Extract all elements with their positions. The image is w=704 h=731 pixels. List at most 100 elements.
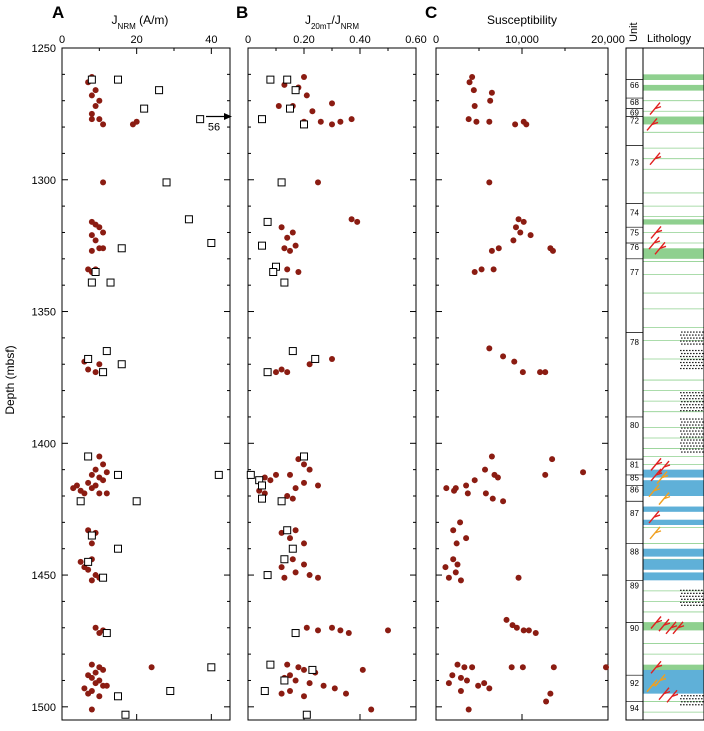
data-point-dot — [315, 179, 321, 186]
breccia-speckle — [680, 589, 682, 591]
data-point-dot — [301, 73, 307, 80]
breccia-speckle — [681, 343, 683, 345]
x-tick-label: 0 — [245, 34, 251, 46]
breccia-speckle — [701, 424, 703, 426]
panel-a-marks — [70, 73, 223, 719]
unit-label: 85 — [630, 474, 639, 483]
breccia-speckle — [687, 592, 689, 594]
data-point-dot — [278, 529, 285, 536]
breccia-speckle — [699, 337, 701, 339]
breccia-speckle — [698, 410, 700, 412]
data-point-dot — [100, 477, 107, 484]
data-point-square — [300, 452, 308, 461]
breccia-speckle — [690, 401, 692, 403]
data-point-dot — [329, 624, 335, 631]
data-point-square — [277, 178, 286, 187]
breccia-speckle — [684, 352, 686, 355]
breccia-speckle — [693, 352, 695, 355]
data-point-square — [283, 526, 292, 535]
breccia-speckle — [687, 439, 689, 441]
breccia-speckle — [692, 704, 694, 706]
breccia-speckle — [695, 436, 697, 438]
breccia-speckle — [699, 433, 701, 435]
data-point-dot — [453, 540, 460, 547]
breccia-speckle — [684, 439, 686, 441]
data-point-dot — [488, 89, 495, 96]
breccia-speckle — [702, 331, 704, 333]
breccia-speckle — [699, 439, 701, 441]
data-point-square — [207, 239, 216, 248]
data-point-dot — [315, 574, 321, 581]
unit-label: 74 — [630, 209, 639, 218]
data-point-square — [121, 710, 130, 719]
data-point-dot — [473, 118, 480, 125]
data-point-dot — [88, 471, 95, 478]
breccia-speckle — [702, 604, 704, 606]
data-point-dot — [445, 680, 452, 687]
data-point-dot — [103, 469, 110, 476]
data-point-dot — [287, 471, 293, 478]
breccia-speckle — [689, 392, 691, 394]
panel-b-marks — [246, 73, 391, 719]
breccia-speckle — [699, 407, 701, 409]
lithology-blue-band — [643, 519, 704, 525]
breccia-speckle — [686, 442, 688, 444]
breccia-speckle — [680, 349, 682, 352]
breccia-speckle — [695, 589, 697, 591]
data-point-dot — [486, 118, 493, 125]
depth-axis-title: Depth (mbsf) — [3, 345, 17, 414]
data-point-dot — [500, 498, 507, 505]
data-point-square — [263, 217, 272, 226]
breccia-speckle — [680, 418, 682, 420]
breccia-speckle — [683, 698, 685, 700]
data-point-square — [280, 555, 289, 564]
data-point-dot — [454, 561, 461, 568]
breccia-speckle — [699, 343, 701, 345]
vein-mark — [649, 526, 662, 540]
data-point-dot — [303, 624, 310, 631]
breccia-speckle — [680, 355, 682, 358]
data-point-dot — [515, 574, 522, 581]
breccia-speckle — [693, 331, 695, 333]
breccia-speckle — [690, 331, 692, 333]
breccia-speckle — [696, 421, 698, 423]
breccia-speckle — [693, 395, 695, 397]
breccia-speckle — [683, 392, 685, 394]
vein-mark — [650, 457, 663, 471]
data-point-dot — [470, 87, 477, 94]
data-point-dot — [92, 466, 99, 473]
data-point-dot — [70, 485, 77, 492]
data-point-dot — [273, 471, 279, 478]
data-point-square — [258, 481, 266, 490]
data-point-dot — [537, 369, 544, 376]
data-point-square — [266, 660, 275, 669]
data-point-dot — [96, 693, 103, 700]
unit-label: 73 — [630, 159, 639, 168]
data-point-dot — [549, 247, 556, 254]
breccia-speckle — [689, 361, 691, 364]
data-point-dot — [85, 566, 92, 573]
data-point-dot — [292, 569, 299, 576]
data-point-dot — [532, 630, 539, 637]
data-point-dot — [92, 87, 99, 94]
data-point-dot — [465, 706, 472, 713]
breccia-speckle — [698, 361, 700, 364]
breccia-speckle — [686, 367, 688, 370]
breccia-speckle — [696, 604, 698, 606]
data-point-square — [300, 120, 308, 129]
breccia-speckle — [680, 424, 682, 426]
panel-a-annotation: 56 — [206, 113, 232, 134]
data-point-dot — [503, 616, 510, 623]
breccia-speckle — [680, 404, 682, 406]
data-point-dot — [287, 535, 293, 542]
breccia-speckle — [696, 695, 698, 697]
breccia-speckle — [689, 367, 691, 370]
data-point-dot — [261, 474, 268, 481]
unit-label: 87 — [630, 509, 639, 518]
breccia-speckle — [689, 410, 691, 412]
breccia-speckle — [698, 436, 700, 438]
breccia-speckle — [695, 424, 697, 426]
data-point-dot — [348, 216, 355, 223]
data-point-square — [288, 544, 297, 553]
